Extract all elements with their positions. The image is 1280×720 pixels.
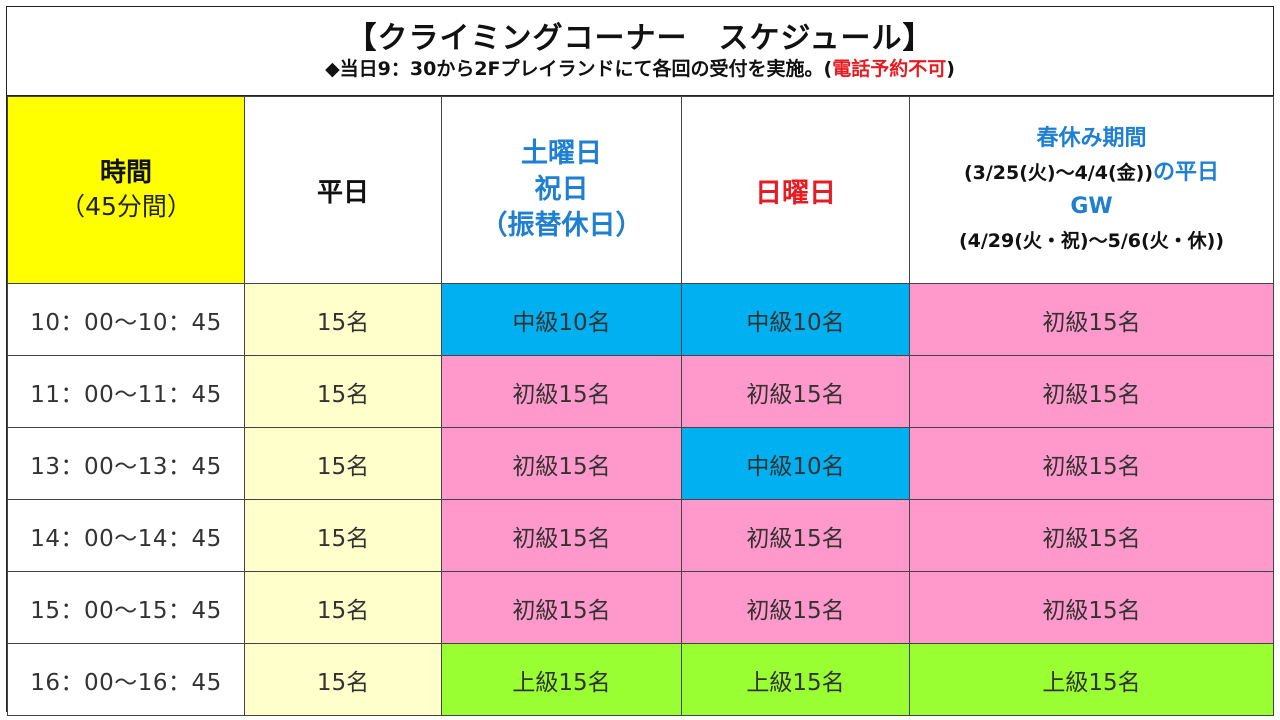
saturday-header-line3: （振替休日） — [480, 210, 643, 241]
time-header-line1: 時間 — [99, 158, 152, 188]
table-row: 16：00〜16：45 15名 上級15名 上級15名 上級15名 — [7, 643, 1274, 716]
weekday-cell: 15名 — [244, 499, 442, 572]
spring-header-line2: (3/25(火)〜4/4(金))の平日 — [910, 156, 1273, 190]
saturday-cell: 初級15名 — [441, 355, 682, 428]
sunday-column-header: 日曜日 — [681, 96, 910, 284]
saturday-column-header: 土曜日 祝日 （振替休日） — [441, 96, 682, 284]
sunday-cell: 中級10名 — [681, 427, 910, 500]
saturday-cell: 初級15名 — [441, 499, 682, 572]
sunday-cell: 初級15名 — [681, 571, 910, 644]
time-header-line2: （45分間） — [60, 192, 192, 221]
saturday-cell: 中級10名 — [441, 283, 682, 356]
spring-cell: 初級15名 — [909, 427, 1274, 500]
saturday-header-line1: 土曜日 — [521, 138, 602, 169]
header-row: 時間 （45分間） 平日 土曜日 祝日 （振替休日） 日曜日 春休み期間 (3/… — [7, 96, 1274, 284]
weekday-cell: 15名 — [244, 427, 442, 500]
sunday-cell: 初級15名 — [681, 499, 910, 572]
sunday-cell: 中級10名 — [681, 283, 910, 356]
schedule-table: 時間 （45分間） 平日 土曜日 祝日 （振替休日） 日曜日 春休み期間 (3/… — [7, 96, 1274, 716]
time-cell: 15：00〜15：45 — [7, 571, 245, 644]
time-cell: 16：00〜16：45 — [7, 643, 245, 716]
subtitle-main: ◆当日9：30から2Fプレイランドにて各回の受付を実施。( — [325, 58, 833, 80]
table-row: 15：00〜15：45 15名 初級15名 初級15名 初級15名 — [7, 571, 1274, 644]
table-row: 10：00〜10：45 15名 中級10名 中級10名 初級15名 — [7, 283, 1274, 356]
table-row: 11：00〜11：45 15名 初級15名 初級15名 初級15名 — [7, 355, 1274, 428]
page-subtitle: ◆当日9：30から2Fプレイランドにて各回の受付を実施。(電話予約不可) — [325, 57, 955, 81]
spring-header-gw: GW — [1070, 194, 1113, 219]
table-row: 14：00〜14：45 15名 初級15名 初級15名 初級15名 — [7, 499, 1274, 572]
time-cell: 13：00〜13：45 — [7, 427, 245, 500]
time-cell: 14：00〜14：45 — [7, 499, 245, 572]
saturday-header-line2: 祝日 — [534, 174, 589, 205]
weekday-cell: 15名 — [244, 355, 442, 428]
spring-cell: 初級15名 — [909, 499, 1274, 572]
sunday-cell: 上級15名 — [681, 643, 910, 716]
table-row: 13：00〜13：45 15名 初級15名 中級10名 初級15名 — [7, 427, 1274, 500]
spring-header-gw-dates: (4/29(火・祝)〜5/6(火・休)) — [958, 230, 1225, 252]
time-column-header: 時間 （45分間） — [7, 96, 245, 284]
weekday-cell: 15名 — [244, 283, 442, 356]
weekday-column-header: 平日 — [244, 96, 442, 284]
title-box: 【クライミングコーナー スケジュール】 ◆当日9：30から2Fプレイランドにて各… — [7, 7, 1273, 96]
spring-header-line1: 春休み期間 — [1036, 126, 1147, 151]
subtitle-end: ) — [946, 58, 955, 80]
sunday-cell: 初級15名 — [681, 355, 910, 428]
spring-cell: 初級15名 — [909, 283, 1274, 356]
saturday-cell: 初級15名 — [441, 571, 682, 644]
saturday-cell: 初級15名 — [441, 427, 682, 500]
weekday-cell: 15名 — [244, 643, 442, 716]
spring-header-weekday: の平日 — [1153, 160, 1220, 185]
saturday-cell: 上級15名 — [441, 643, 682, 716]
schedule-sheet: 【クライミングコーナー スケジュール】 ◆当日9：30から2Fプレイランドにて各… — [6, 6, 1274, 716]
spring-cell: 初級15名 — [909, 355, 1274, 428]
subtitle-red-note: 電話予約不可 — [832, 58, 947, 80]
page-title: 【クライミングコーナー スケジュール】 — [346, 21, 934, 56]
time-cell: 11：00〜11：45 — [7, 355, 245, 428]
time-cell: 10：00〜10：45 — [7, 283, 245, 356]
spring-cell: 上級15名 — [909, 643, 1274, 716]
spring-column-header: 春休み期間 (3/25(火)〜4/4(金))の平日 GW (4/29(火・祝)〜… — [909, 96, 1274, 284]
weekday-cell: 15名 — [244, 571, 442, 644]
spring-header-dates: (3/25(火)〜4/4(金)) — [963, 162, 1154, 184]
spring-cell: 初級15名 — [909, 571, 1274, 644]
